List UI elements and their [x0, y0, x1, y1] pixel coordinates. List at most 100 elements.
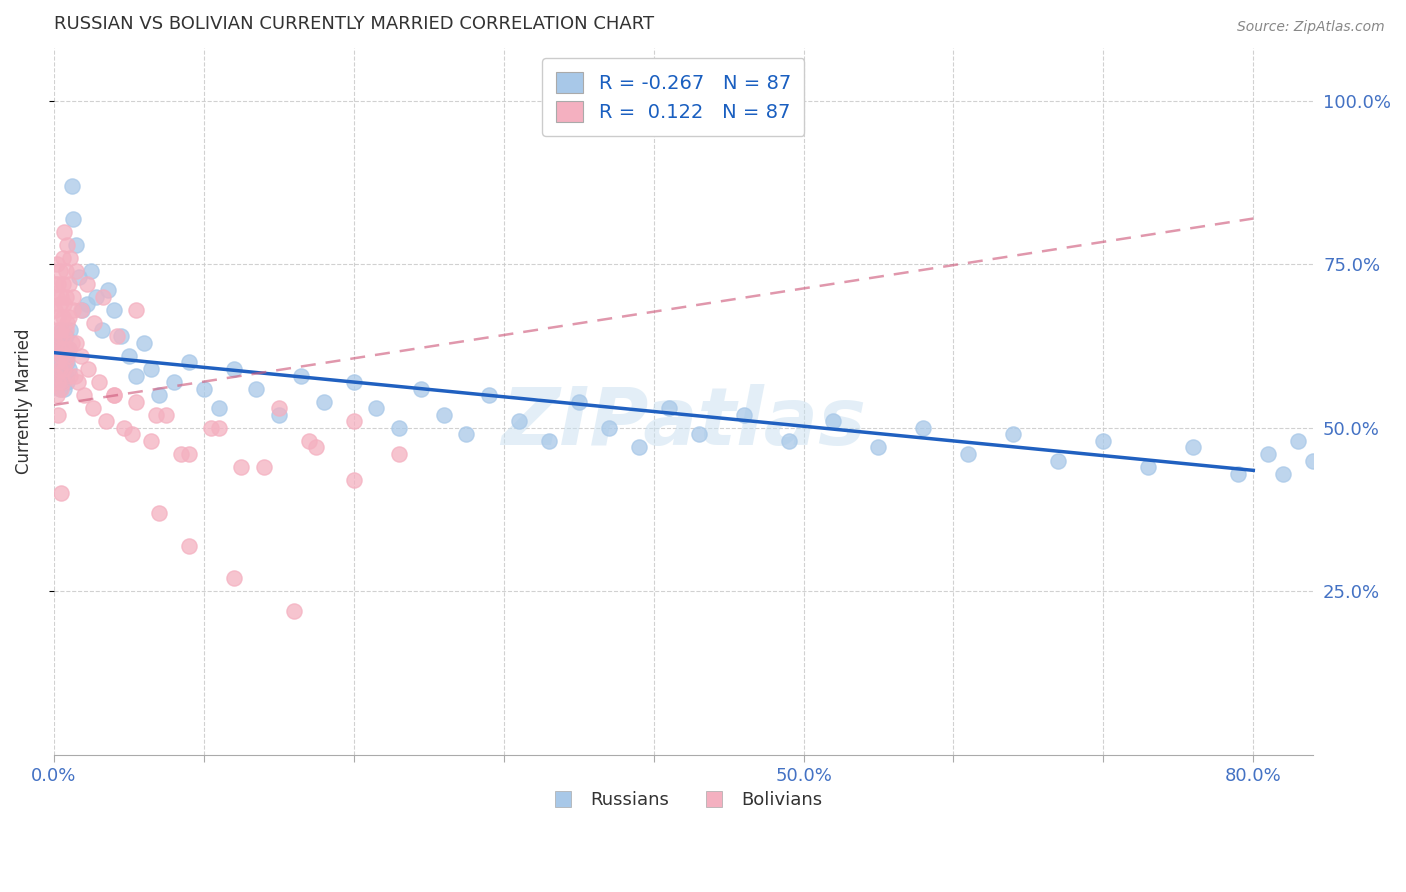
Point — [60, 335, 83, 350]
Point — [155, 408, 177, 422]
Point — [49, 362, 72, 376]
Point — [112, 421, 135, 435]
Point — [45, 388, 67, 402]
Point — [177, 355, 200, 369]
Point — [91, 290, 114, 304]
Point — [51, 368, 73, 383]
Point — [456, 427, 478, 442]
Point — [1092, 434, 1115, 448]
Point — [170, 447, 193, 461]
Point — [45, 375, 67, 389]
Point — [58, 343, 80, 357]
Point — [72, 303, 94, 318]
Point — [118, 349, 141, 363]
Point — [1302, 453, 1324, 467]
Point — [627, 441, 650, 455]
Point — [45, 257, 67, 271]
Point — [46, 349, 69, 363]
Point — [55, 323, 77, 337]
Point — [55, 368, 77, 383]
Legend: Russians, Bolivians: Russians, Bolivians — [537, 784, 830, 816]
Point — [433, 408, 456, 422]
Point — [1286, 434, 1309, 448]
Point — [305, 441, 328, 455]
Y-axis label: Currently Married: Currently Married — [15, 329, 32, 475]
Point — [200, 421, 222, 435]
Point — [598, 421, 620, 435]
Point — [96, 414, 118, 428]
Point — [53, 382, 76, 396]
Point — [208, 421, 231, 435]
Point — [52, 375, 75, 389]
Point — [52, 343, 75, 357]
Point — [49, 382, 72, 396]
Point — [87, 375, 110, 389]
Point — [51, 382, 73, 396]
Point — [51, 349, 73, 363]
Point — [56, 316, 79, 330]
Point — [245, 382, 267, 396]
Point — [141, 362, 163, 376]
Point — [208, 401, 231, 416]
Point — [55, 349, 77, 363]
Point — [912, 421, 935, 435]
Point — [58, 277, 80, 291]
Point — [55, 355, 77, 369]
Point — [46, 343, 69, 357]
Point — [537, 434, 560, 448]
Point — [343, 414, 366, 428]
Point — [90, 323, 112, 337]
Point — [141, 434, 163, 448]
Point — [823, 414, 845, 428]
Point — [388, 447, 411, 461]
Point — [733, 408, 755, 422]
Point — [62, 211, 84, 226]
Point — [478, 388, 501, 402]
Point — [290, 368, 312, 383]
Point — [51, 290, 73, 304]
Point — [1272, 467, 1295, 481]
Point — [103, 303, 125, 318]
Point — [83, 316, 105, 330]
Point — [46, 329, 69, 343]
Point — [97, 284, 120, 298]
Point — [125, 368, 148, 383]
Point — [1002, 427, 1025, 442]
Point — [59, 251, 82, 265]
Point — [46, 368, 69, 383]
Point — [46, 310, 69, 324]
Point — [58, 343, 80, 357]
Point — [45, 355, 67, 369]
Point — [65, 237, 87, 252]
Point — [46, 277, 69, 291]
Point — [658, 401, 681, 416]
Point — [177, 447, 200, 461]
Point — [53, 362, 76, 376]
Point — [60, 178, 83, 193]
Point — [110, 329, 132, 343]
Point — [44, 368, 66, 383]
Point — [312, 394, 335, 409]
Point — [1257, 447, 1279, 461]
Point — [53, 329, 76, 343]
Point — [1362, 682, 1385, 697]
Point — [298, 434, 321, 448]
Point — [343, 375, 366, 389]
Point — [688, 427, 710, 442]
Point — [411, 382, 433, 396]
Point — [103, 388, 125, 402]
Point — [76, 277, 98, 291]
Point — [51, 349, 73, 363]
Point — [69, 303, 91, 318]
Point — [44, 355, 66, 369]
Point — [222, 571, 245, 585]
Point — [45, 343, 67, 357]
Point — [343, 473, 366, 487]
Point — [46, 408, 69, 422]
Point — [1347, 519, 1369, 533]
Text: ZIPatlas: ZIPatlas — [501, 384, 866, 462]
Point — [76, 296, 98, 310]
Point — [1354, 598, 1376, 612]
Text: Source: ZipAtlas.com: Source: ZipAtlas.com — [1237, 20, 1385, 34]
Point — [58, 362, 80, 376]
